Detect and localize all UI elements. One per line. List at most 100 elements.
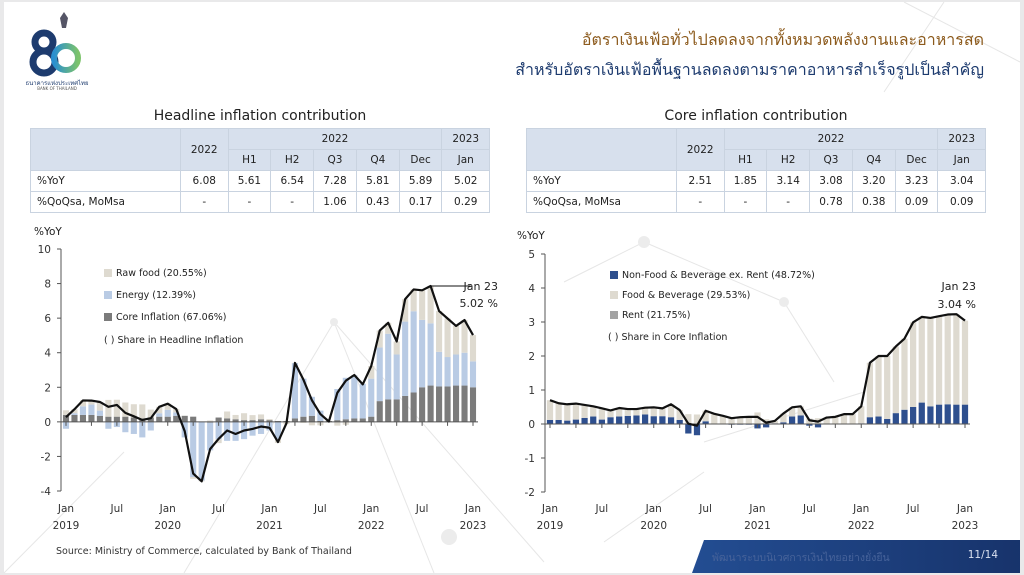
col-dec: Dec	[398, 149, 443, 171]
table-corner	[30, 128, 181, 171]
cell: 3.20	[851, 170, 896, 192]
bar-raw-food	[419, 290, 426, 320]
bar-energy	[232, 421, 239, 441]
bar-non-food-beverage-ex-rent	[616, 416, 623, 424]
bar-food-beverage	[546, 400, 554, 420]
col-q3: Q3	[313, 149, 357, 171]
bar-energy	[88, 404, 95, 415]
bar-food-beverage	[754, 412, 761, 424]
bar-core-inflation	[249, 420, 256, 422]
bar-food-beverage	[650, 407, 657, 417]
bar-energy	[130, 421, 137, 434]
legend-swatch	[104, 269, 112, 277]
legend-item: Food & Beverage (29.53%)	[610, 290, 750, 301]
bar-non-food-beverage-ex-rent	[590, 416, 597, 424]
bar-energy	[215, 421, 222, 440]
y-tick-label: 0	[44, 417, 51, 429]
cell: -	[723, 191, 768, 213]
row-label: %QoQsa, MoMsa	[30, 191, 181, 213]
bar-food-beverage	[728, 417, 735, 424]
logo-80-emblem	[29, 12, 81, 77]
bar-non-food-beverage-ex-rent	[572, 419, 580, 424]
bar-core-inflation	[96, 415, 103, 422]
bar-energy	[156, 413, 163, 417]
legend-item: Energy (12.39%)	[104, 290, 196, 301]
bar-non-food-beverage-ex-rent	[884, 418, 891, 424]
bar-raw-food	[427, 285, 434, 324]
bar-energy	[164, 409, 171, 417]
line-headline	[65, 284, 474, 483]
cell: 0.09	[937, 191, 986, 213]
bar-raw-food	[105, 399, 112, 417]
col-q3: Q3	[809, 149, 853, 171]
bar-raw-food	[393, 341, 400, 355]
bar-core-inflation	[334, 420, 341, 422]
bar-raw-food	[385, 322, 392, 334]
cell: 3.08	[809, 170, 853, 192]
table-row: %QoQsa, MoMsa - - -0.78 0.38 0.09 0.09	[526, 191, 986, 213]
core-chart-ylabel: %YoY	[517, 230, 545, 242]
bar-core-inflation	[300, 416, 307, 422]
bar-raw-food	[164, 403, 171, 410]
bar-food-beverage	[667, 404, 675, 418]
bar-food-beverage	[676, 410, 683, 420]
bar-energy	[402, 321, 409, 396]
legend-label: Energy (12.39%)	[116, 290, 196, 301]
bar-raw-food	[436, 311, 443, 352]
bar-non-food-beverage-ex-rent	[650, 416, 657, 424]
cell: 1.85	[723, 170, 768, 192]
bar-energy	[427, 323, 434, 386]
legend-swatch	[610, 271, 618, 279]
bar-core-inflation	[88, 414, 95, 422]
bar-food-beverage	[641, 407, 649, 415]
bar-raw-food	[376, 330, 383, 348]
bar-non-food-beverage-ex-rent	[667, 417, 675, 424]
legend-swatch	[104, 291, 112, 299]
bar-energy	[368, 378, 375, 417]
bar-core-inflation	[385, 399, 392, 422]
bar-energy	[198, 421, 205, 481]
bar-raw-food	[147, 409, 154, 418]
bar-non-food-beverage-ex-rent	[633, 415, 640, 424]
bar-food-beverage	[693, 414, 701, 424]
annotation-value: 3.04 %	[937, 298, 976, 311]
bar-energy	[147, 421, 154, 431]
y-tick-label: 0	[528, 419, 535, 431]
bar-energy	[257, 421, 265, 434]
bar-energy	[291, 363, 298, 419]
bar-raw-food	[96, 401, 103, 411]
bar-energy	[71, 413, 78, 415]
col-h2: H2	[270, 149, 315, 171]
bar-non-food-beverage-ex-rent	[685, 424, 692, 434]
bar-food-beverage	[702, 410, 709, 422]
x-tick-label: Jan	[57, 503, 74, 515]
bar-energy	[207, 422, 214, 451]
cell: 0.78	[809, 191, 853, 213]
logo-name-thai: ธนาคารแห่งประเทศไทย	[25, 80, 89, 87]
bar-food-beverage	[892, 346, 899, 414]
x-tick-label: Jan	[852, 503, 869, 515]
bar-raw-food	[207, 420, 214, 422]
bar-core-inflation	[402, 395, 409, 422]
bar-raw-food	[241, 413, 248, 421]
y-tick-label: 4	[44, 348, 51, 360]
bar-non-food-beverage-ex-rent	[564, 420, 571, 424]
bar-core-inflation	[147, 417, 154, 422]
bar-core-inflation	[173, 415, 180, 422]
bar-food-beverage	[685, 414, 692, 424]
bar-non-food-beverage-ex-rent	[641, 414, 649, 424]
bar-raw-food	[308, 421, 315, 426]
bar-food-beverage	[884, 356, 891, 419]
col-year: 2022	[180, 128, 229, 171]
x-tick-year: 2020	[640, 520, 667, 532]
y-tick-label: 2	[44, 382, 51, 394]
x-tick-year: 2020	[154, 520, 181, 532]
bar-food-beverage	[953, 314, 960, 405]
bar-food-beverage	[555, 403, 562, 420]
bar-energy	[96, 410, 103, 416]
core-inflation-table: 2022 2022 2023 H1 H2 Q3 Q4 Dec Jan %YoY 2.51 1.85…	[526, 128, 986, 213]
bar-non-food-beverage-ex-rent	[910, 407, 917, 424]
bar-non-food-beverage-ex-rent	[953, 404, 960, 424]
legend-item: Non-Food & Beverage ex. Rent (48.72%)	[610, 270, 815, 281]
